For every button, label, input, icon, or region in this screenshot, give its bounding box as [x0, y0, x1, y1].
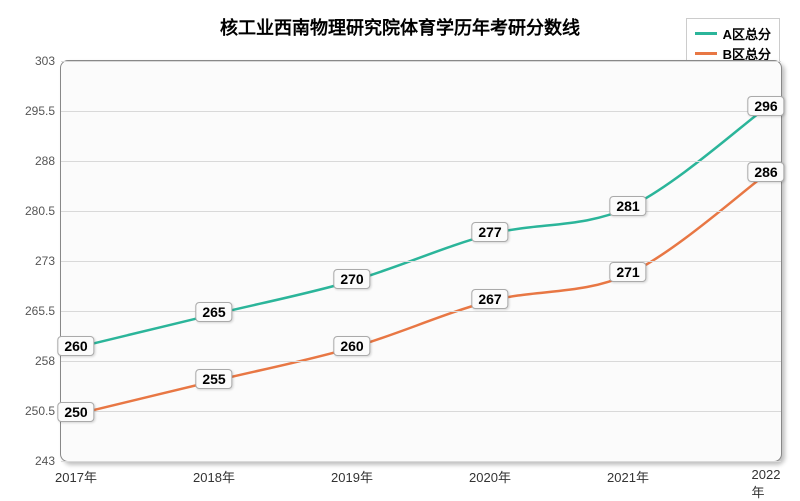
point-label: 265	[195, 302, 232, 322]
y-tick-label: 250.5	[25, 404, 61, 418]
point-label: 267	[471, 289, 508, 309]
y-tick-label: 288	[35, 154, 61, 168]
point-label: 260	[57, 336, 94, 356]
y-tick-label: 295.5	[25, 104, 61, 118]
point-label: 260	[333, 336, 370, 356]
y-tick-label: 280.5	[25, 204, 61, 218]
gridline	[61, 261, 781, 262]
legend-swatch	[695, 32, 717, 35]
x-tick-label: 2022年	[752, 461, 781, 501]
point-label: 255	[195, 369, 232, 389]
x-tick-label: 2018年	[193, 461, 235, 486]
chart-container: 核工业西南物理研究院体育学历年考研分数线 A区总分B区总分 243250.525…	[0, 0, 800, 500]
legend-swatch	[695, 52, 717, 55]
gridline	[61, 61, 781, 62]
point-label: 286	[747, 162, 784, 182]
plot-area: 243250.5258265.5273280.5288295.53032017年…	[60, 60, 782, 462]
x-tick-label: 2021年	[607, 461, 649, 486]
point-label: 271	[609, 262, 646, 282]
x-tick-label: 2020年	[469, 461, 511, 486]
legend-item: A区总分	[695, 24, 771, 43]
y-tick-label: 258	[35, 354, 61, 368]
point-label: 296	[747, 96, 784, 116]
gridline	[61, 161, 781, 162]
point-label: 277	[471, 222, 508, 242]
gridline	[61, 311, 781, 312]
y-tick-label: 303	[35, 54, 61, 68]
gridline	[61, 461, 781, 462]
x-tick-label: 2017年	[55, 461, 97, 486]
gridline	[61, 111, 781, 112]
gridline	[61, 211, 781, 212]
point-label: 281	[609, 196, 646, 216]
gridline	[61, 411, 781, 412]
point-label: 270	[333, 269, 370, 289]
x-tick-label: 2019年	[331, 461, 373, 486]
point-label: 250	[57, 402, 94, 422]
gridline	[61, 361, 781, 362]
y-tick-label: 273	[35, 254, 61, 268]
legend-label: A区总分	[723, 24, 771, 43]
y-tick-label: 265.5	[25, 304, 61, 318]
chart-title: 核工业西南物理研究院体育学历年考研分数线	[0, 14, 800, 40]
